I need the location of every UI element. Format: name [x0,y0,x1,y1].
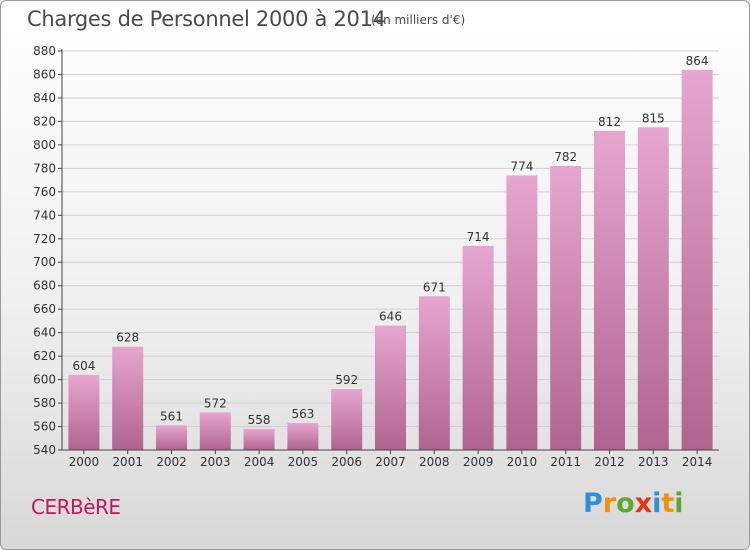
y-tick-label: 540 [33,443,56,457]
x-tick-label: 2014 [682,455,713,469]
bar-2012 [594,130,625,451]
y-tick-label: 840 [33,91,56,105]
bar-2001 [112,346,144,450]
logo-letter: x [634,488,653,519]
bar-value-label: 671 [423,280,446,294]
x-tick-label: 2012 [594,455,625,469]
chart-title: Charges de Personnel 2000 à 2014 [27,7,386,31]
bar-2009 [462,245,494,450]
x-tick-label: 2005 [288,455,319,469]
y-tick-label: 580 [33,396,56,410]
bar-2000 [68,374,100,450]
bar-2013 [637,127,669,450]
axis-layer: 540 560 580 600 620 640 660 680 700 720 740 760 780 8… [33,44,719,469]
bar-value-label: 774 [510,159,533,173]
x-tick-label: 2009 [463,455,494,469]
bar-value-label: 646 [379,310,402,324]
bar-2011 [550,166,582,450]
bar-2006 [331,388,363,450]
bar-2005 [287,423,319,450]
y-tick-label: 660 [33,302,56,316]
y-tick-label: 760 [33,185,56,199]
x-tick-label: 2008 [419,455,450,469]
logo-letter: P [583,488,603,519]
y-tick-label: 860 [33,67,56,81]
x-tick-label: 2003 [200,455,231,469]
y-tick-label: 780 [33,161,56,175]
y-tick-label: 700 [33,255,56,269]
bar-2007 [375,325,406,450]
bar-2014 [681,69,713,450]
y-tick-label: 880 [33,44,56,58]
logo-letter: o [616,488,635,519]
y-tick-label: 640 [33,326,56,340]
proxiti-logo: Proxiti [583,488,684,519]
commune-name: CERBèRE [31,495,121,519]
bar-value-label: 782 [554,150,577,164]
x-tick-label: 2011 [550,455,581,469]
x-tick-label: 2013 [638,455,669,469]
x-tick-label: 2010 [507,455,538,469]
bar-value-label: 572 [204,396,227,410]
bar-value-label: 592 [335,373,358,387]
x-tick-label: 2006 [331,455,362,469]
bar-value-label: 628 [116,331,139,345]
bar-2003 [199,412,231,450]
x-tick-label: 2001 [112,455,143,469]
bar-value-label: 563 [291,407,314,421]
y-tick-label: 620 [33,349,56,363]
x-tick-label: 2007 [375,455,406,469]
bar-2008 [418,296,450,450]
bar-2004 [243,428,275,450]
bar-value-label: 604 [72,359,95,373]
bar-value-label: 558 [248,413,271,427]
logo-letter: r [602,488,617,519]
y-tick-label: 820 [33,114,56,128]
bar-2002 [156,425,187,450]
y-tick-label: 720 [33,232,56,246]
bar-value-label: 561 [160,409,183,423]
logo-letter: i [674,488,684,519]
logo-letter: t [661,488,675,519]
bar-value-label: 714 [467,230,490,244]
bar-layer: 604 628 561 572 558 563 592 646 671 714 774 782 812 8… [68,54,713,451]
y-tick-label: 560 [33,420,56,434]
bar-2010 [506,175,538,451]
y-tick-label: 740 [33,208,56,222]
y-tick-label: 600 [33,373,56,387]
bar-value-label: 864 [686,54,709,68]
x-tick-label: 2004 [244,455,275,469]
logo-letter: i [652,488,662,519]
x-tick-label: 2000 [69,455,100,469]
bar-value-label: 815 [642,111,665,125]
chart-subtitle: (en milliers d'€) [371,13,466,27]
x-tick-label: 2002 [156,455,187,469]
y-tick-label: 680 [33,279,56,293]
y-tick-label: 800 [33,138,56,152]
bar-value-label: 812 [598,115,621,129]
